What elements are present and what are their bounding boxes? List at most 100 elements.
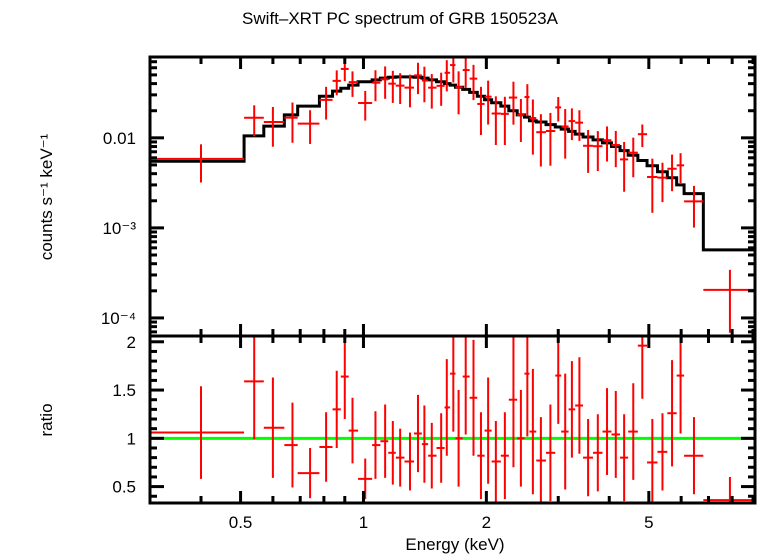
ratio-data-point [319, 412, 333, 482]
ratio-data-point [348, 397, 359, 464]
ratio-data-point [372, 411, 381, 479]
ratio-data-point [536, 417, 547, 503]
ratio-data-point [529, 368, 537, 495]
spectrum-data-point [491, 96, 501, 145]
ratio-data-point [500, 412, 509, 500]
spectrum-data-point [462, 57, 470, 88]
spectrum-data-point [244, 105, 264, 137]
ratio-data-point [380, 404, 389, 478]
ratio-data-point [244, 336, 264, 440]
ratio-data-point [332, 370, 341, 448]
ratio-data-point [657, 413, 668, 491]
spectrum-data-point [561, 109, 569, 159]
ratio-data-point [568, 361, 576, 458]
y-tick-label: 10⁻³ [102, 219, 136, 238]
ratio-data-point [546, 404, 556, 502]
ratio-data-point [436, 413, 445, 483]
ratio-data-point [395, 428, 405, 487]
spectrum-data-point [436, 72, 445, 106]
spectrum-data-point [575, 110, 584, 141]
ratio-data-point [484, 377, 492, 484]
spectrum-data-point [150, 144, 245, 183]
y-axis-label-spectrum: counts s⁻¹ keV⁻¹ [37, 133, 56, 260]
spectrum-data-point [450, 57, 456, 83]
ratio-data-point [340, 336, 349, 420]
ratio-data-point [428, 422, 437, 489]
spectrum-frame [148, 55, 757, 338]
ratio-data-point [263, 377, 285, 478]
spectrum-data-point [529, 99, 537, 155]
spectrum-data-point [508, 81, 518, 125]
ratio-data-point [150, 386, 245, 479]
spectrum-data-point [517, 98, 525, 142]
ratio-data-point [602, 388, 612, 476]
spectrum-data-point [593, 131, 603, 172]
y-tick-label: 1.5 [112, 381, 136, 400]
y-axis-label-ratio: ratio [37, 403, 56, 436]
ratio-data-point [611, 391, 621, 478]
spectrum-data-point [421, 66, 429, 103]
ratio-data-point [684, 417, 704, 495]
y-tick-label: 0.01 [103, 129, 136, 148]
ratio-data-point [628, 383, 638, 480]
spectrum-data-point [414, 62, 422, 95]
spectrum-panel: 0.01 10⁻³ 10⁻⁴ [101, 55, 757, 338]
ratio-data-point [462, 336, 470, 435]
spectrum-data-point [536, 114, 547, 167]
spectrum-data-point [546, 112, 556, 166]
ratio-data-point [477, 412, 485, 500]
ratio-data-point [388, 420, 396, 485]
x-tick-label: 2 [482, 513, 491, 532]
spectrum-data-point [358, 90, 373, 121]
spectrum-data-point [319, 86, 333, 120]
ratio-data-point [358, 458, 373, 500]
spectrum-data-point [455, 71, 463, 115]
y-tick-label: 2 [127, 333, 136, 352]
spectrum-data-point [676, 153, 685, 184]
y-tick-label: 10⁻⁴ [101, 309, 136, 328]
spectrum-data-point [372, 70, 381, 102]
ratio-data-point [561, 373, 569, 490]
spectrum-data-point [444, 60, 451, 92]
y-tick-label: 1 [127, 429, 136, 448]
ratio-data-point [676, 336, 685, 434]
spectrum-data-point [380, 66, 389, 99]
spectrum-data-point [388, 70, 396, 103]
ratio-data-point [450, 336, 456, 432]
spectrum-data-point [524, 84, 530, 117]
spectrum-data-point [684, 185, 704, 228]
ratio-data-point [404, 432, 415, 491]
ratio-data-point [491, 420, 501, 503]
ratio-data-point [469, 339, 478, 456]
ratio-data-point [508, 336, 518, 468]
spectrum-data-point [500, 96, 509, 146]
ratio-data-point [620, 414, 629, 502]
spectrum-data-point [583, 129, 594, 173]
x-tick-label: 5 [644, 513, 653, 532]
spectrum-data-point [667, 154, 677, 192]
ratio-data-point [444, 359, 451, 456]
ratio-data-point [593, 414, 603, 492]
spectrum-data-point [263, 106, 285, 147]
ratio-data-point [455, 390, 463, 487]
ratio-data-point [517, 390, 525, 487]
x-tick-label: 0.5 [229, 513, 253, 532]
spectrum-data-point [568, 108, 576, 141]
spectrum-data-point [469, 64, 478, 101]
ratio-data-point [583, 419, 594, 497]
spectrum-data-point [620, 141, 629, 192]
x-axis-label: Energy (keV) [405, 535, 504, 554]
spectrum-data-point [332, 70, 341, 96]
spectrum-data-point [611, 130, 621, 168]
ratio-data-point [703, 476, 755, 503]
spectrum-data-point [703, 269, 755, 333]
spectrum-data-point [647, 158, 658, 213]
ratio-data-point [637, 336, 648, 399]
spectrum-data-point [637, 124, 648, 148]
model-step-line [150, 75, 755, 252]
spectrum-data-point [297, 110, 320, 144]
spectrum-data-point [404, 74, 415, 108]
spectrum-data-point [602, 126, 612, 162]
ratio-data-point [555, 336, 562, 424]
